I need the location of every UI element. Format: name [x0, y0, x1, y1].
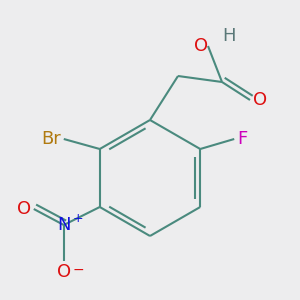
Text: N: N [57, 216, 70, 234]
Text: H: H [222, 27, 236, 45]
Text: −: − [73, 263, 84, 277]
Text: F: F [237, 130, 248, 148]
Text: O: O [16, 200, 31, 218]
Text: O: O [253, 91, 267, 109]
Text: O: O [194, 37, 208, 55]
Text: O: O [57, 263, 71, 281]
Text: Br: Br [41, 130, 61, 148]
Text: +: + [73, 212, 83, 224]
